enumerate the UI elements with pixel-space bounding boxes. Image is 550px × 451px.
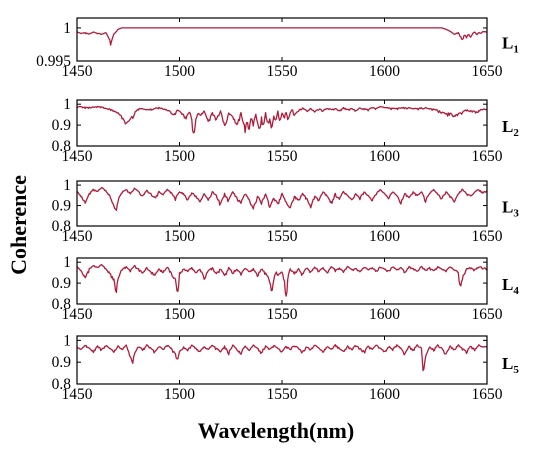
series-line-2-1	[76, 105, 488, 134]
x-tick-label-2-1550: 1550	[267, 148, 298, 165]
row-label-sub-3: 3	[513, 208, 519, 220]
y-tick-label-4-0.9: 0.9	[52, 275, 72, 292]
row-label-3: L3	[502, 198, 519, 220]
x-tick-label-2-1500: 1500	[164, 148, 195, 165]
x-tick-label-2-1450: 1450	[62, 148, 93, 165]
x-tick-label-1-1600: 1600	[369, 63, 400, 80]
row-label-5: L5	[502, 354, 519, 376]
x-tick-label-5-1650: 1650	[472, 386, 503, 403]
x-tick-label-4-1500: 1500	[164, 306, 195, 323]
x-tick-label-4-1550: 1550	[267, 306, 298, 323]
panel-5: 1450 1500 1550 1600 1650 1 0.9 0.8 L5	[52, 332, 520, 403]
x-tick-label-3-1650: 1650	[472, 228, 503, 245]
row-label-sub-1: 1	[513, 44, 519, 56]
panel-4: 1450 1500 1550 1600 1650 1 0.9 0.8 L4	[52, 254, 520, 323]
row-label-2: L2	[502, 117, 519, 139]
x-tick-label-1-1650: 1650	[472, 63, 503, 80]
x-tick-label-3-1550: 1550	[267, 228, 298, 245]
x-tick-label-3-1450: 1450	[62, 228, 93, 245]
x-tick-label-2-1600: 1600	[369, 148, 400, 165]
x-tick-label-5-1600: 1600	[369, 386, 400, 403]
y-tick-label-1-1: 1	[63, 20, 71, 37]
y-axis-title: Coherence	[6, 175, 31, 275]
series-line-4-1	[76, 263, 488, 297]
y-tick-label-1-0.995: 0.995	[36, 53, 71, 70]
plot-frame-3	[76, 180, 488, 227]
row-label-sub-4: 4	[513, 285, 519, 297]
x-tick-label-5-1550: 1550	[267, 386, 298, 403]
y-tick-label-3-0.8: 0.8	[52, 218, 72, 235]
plot-frame-1	[76, 17, 488, 62]
y-tick-label-5-0.8: 0.8	[52, 376, 72, 393]
row-label-sub-5: 5	[513, 364, 519, 376]
x-tick-label-5-1450: 1450	[62, 386, 93, 403]
x-tick-label-5-1500: 1500	[164, 386, 195, 403]
y-tick-label-2-0.8: 0.8	[52, 138, 72, 155]
y-tick-label-3-1: 1	[63, 177, 71, 194]
y-tick-label-5-0.9: 0.9	[52, 354, 72, 371]
y-tick-label-4-1: 1	[63, 254, 71, 271]
x-axis-title: Wavelength(nm)	[198, 418, 354, 443]
panels-group: 1450 1500 1550 1600 1650 1 0.995 L1 1450 1500 1550…	[36, 17, 520, 403]
x-tick-label-1-1450: 1450	[62, 63, 93, 80]
x-tick-label-1-1550: 1550	[267, 63, 298, 80]
row-label-4: L4	[502, 275, 519, 297]
x-tick-label-1-1500: 1500	[164, 63, 195, 80]
y-tick-label-2-1: 1	[63, 96, 71, 113]
x-tick-label-4-1450: 1450	[62, 306, 93, 323]
row-label-1: L1	[502, 34, 519, 56]
series-line-3-1	[76, 186, 488, 212]
row-label-sub-2: 2	[513, 127, 519, 139]
panel-1: 1450 1500 1550 1600 1650 1 0.995 L1	[36, 17, 519, 80]
x-tick-label-2-1650: 1650	[472, 148, 503, 165]
x-tick-label-4-1600: 1600	[369, 306, 400, 323]
x-tick-label-3-1600: 1600	[369, 228, 400, 245]
x-tick-label-4-1650: 1650	[472, 306, 503, 323]
series-line-1-1	[76, 27, 488, 46]
plot-frame-4	[76, 257, 488, 305]
panel-2: 1450 1500 1550 1600 1650 1 0.9 0.8 L2	[52, 96, 520, 165]
series-line-5-1	[76, 344, 488, 372]
panel-3: 1450 1500 1550 1600 1650 1 0.9 0.8 L3	[52, 177, 520, 245]
y-tick-label-5-1: 1	[63, 332, 71, 349]
x-tick-label-3-1500: 1500	[164, 228, 195, 245]
y-tick-label-4-0.8: 0.8	[52, 296, 72, 313]
plot-frame-2	[76, 99, 488, 147]
y-tick-label-2-0.9: 0.9	[52, 117, 72, 134]
y-tick-label-3-0.9: 0.9	[52, 198, 72, 215]
